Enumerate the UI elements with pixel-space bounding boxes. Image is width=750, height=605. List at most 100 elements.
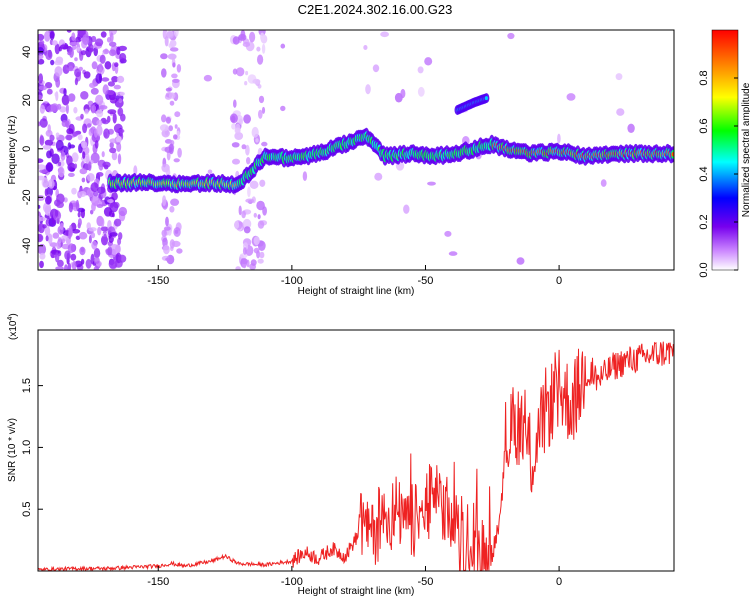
spectrogram-cell (117, 153, 122, 165)
spectrogram-cell (44, 139, 54, 146)
spectrogram-cell (50, 253, 55, 259)
svg-text:(x104): (x104) (7, 313, 19, 340)
spectrogram-cell (280, 43, 286, 49)
spectrogram-cell (119, 91, 125, 96)
spectrogram-cell (82, 123, 88, 134)
spectrogram-cell (82, 151, 86, 159)
spectrogram-cell (80, 113, 84, 120)
exponent-power: 4 (7, 317, 14, 321)
spectrogram-cell (42, 144, 52, 150)
colorbar-tick-label: 0.8 (698, 70, 710, 85)
spectrogram-cell (232, 68, 238, 75)
spectrogram-cell (243, 226, 251, 234)
spectrogram-cell (88, 227, 97, 232)
spectrogram-cell (38, 73, 43, 84)
spectrogram-cell (207, 169, 213, 174)
spectrogram-cell (49, 31, 55, 40)
spectrogram-cell (74, 77, 78, 86)
spectrogram-cell (163, 226, 171, 231)
spectrogram-cell (38, 33, 45, 41)
spectrogram-cell (109, 49, 117, 57)
spectrogram-cell (54, 92, 58, 97)
snr-ticks: -150 -100 -50 0 0.5 1.0 1.5 (21, 378, 562, 588)
y-tick-label: 20 (21, 94, 33, 106)
spectrogram-cell (280, 105, 286, 112)
spectrogram-cell (59, 222, 64, 231)
spectrogram-cell (69, 47, 74, 58)
spectrogram-cell (68, 172, 75, 177)
spectrogram-cell (66, 155, 73, 167)
spectrogram-cell (229, 113, 238, 124)
x-tick-label: -100 (281, 576, 303, 588)
spectrogram-cell (65, 134, 73, 141)
spectrogram-cell (77, 207, 86, 213)
spectrogram-cell (240, 30, 246, 40)
spectrogram-cell (38, 234, 43, 241)
spectrogram-cell (96, 109, 104, 118)
spectrogram-cell (177, 147, 182, 158)
y-tick-label: -40 (21, 238, 33, 254)
spectrogram-cell (38, 85, 47, 91)
spectrogram-cell (627, 123, 635, 133)
spectrogram-cell (258, 109, 263, 119)
spectrogram-cell (168, 125, 173, 132)
spectrogram-cell (63, 88, 67, 96)
spectrogram-cell (231, 142, 240, 148)
spectrogram-ticks: -150 -100 -50 0 -40 -20 0 20 40 (21, 46, 562, 287)
spectrogram-cell (97, 226, 102, 236)
spectrogram-cell (56, 201, 64, 208)
spectrogram-cell (243, 114, 252, 124)
snr-frame (37, 329, 675, 572)
x-tick-label: -150 (147, 275, 169, 287)
spectrogram-cell (169, 47, 179, 52)
spectrogram-cell (38, 204, 41, 209)
spectrogram-cell (104, 48, 108, 53)
spectrogram-cell (372, 64, 380, 73)
spectrogram-cell (112, 113, 117, 124)
spectrogram-cell (49, 242, 58, 248)
spectrogram-cell (245, 144, 250, 156)
spectrogram-cell (51, 40, 58, 46)
spectrogram-cell (176, 64, 182, 73)
spectrogram-cell (103, 207, 113, 217)
spectrogram-cell (249, 31, 256, 43)
spectrogram-cell (64, 250, 71, 260)
spectrogram-cell (68, 228, 72, 240)
spectrogram-cell (256, 46, 261, 52)
spectrogram-cell (47, 233, 53, 245)
spectrogram-cell (42, 224, 47, 229)
snr-series-line (38, 341, 674, 571)
spectrogram-cell (95, 94, 104, 105)
spectrogram-cell (57, 259, 64, 267)
spectrogram-cell (113, 84, 122, 90)
spectrogram-cell (260, 32, 265, 42)
spectrogram-cell (45, 82, 53, 89)
spectrogram-cell (55, 139, 64, 151)
spectrogram-cell (55, 266, 64, 270)
spectrogram-cell (98, 105, 108, 110)
spectrogram-cell (600, 179, 607, 187)
spectrogram-cell (424, 57, 433, 66)
spectrogram-cell (241, 210, 246, 219)
spectrogram-cell (91, 202, 96, 212)
spectrogram-cell (54, 66, 63, 77)
spectrogram-cell (75, 199, 80, 211)
spectrogram-cell (203, 74, 212, 82)
spectrogram-cell (109, 232, 118, 237)
spectrogram-cell (242, 218, 252, 229)
spectrogram-cell (258, 95, 265, 104)
spectrogram-cell (90, 232, 96, 239)
spectrogram-cell (102, 119, 109, 125)
spectrogram-cell (257, 214, 261, 220)
spectrogram-cell (46, 88, 53, 95)
spectrogram-cell (241, 258, 248, 265)
spectrogram-cell (172, 78, 180, 83)
spectrogram-cell (448, 251, 458, 256)
x-tick-label: -50 (418, 576, 434, 588)
spectrogram-cell (103, 128, 110, 139)
colorbar-gradient (711, 29, 739, 271)
spectrogram-cell (66, 30, 72, 33)
spectrogram-cell (168, 92, 176, 99)
spectrogram-cell (95, 38, 104, 47)
